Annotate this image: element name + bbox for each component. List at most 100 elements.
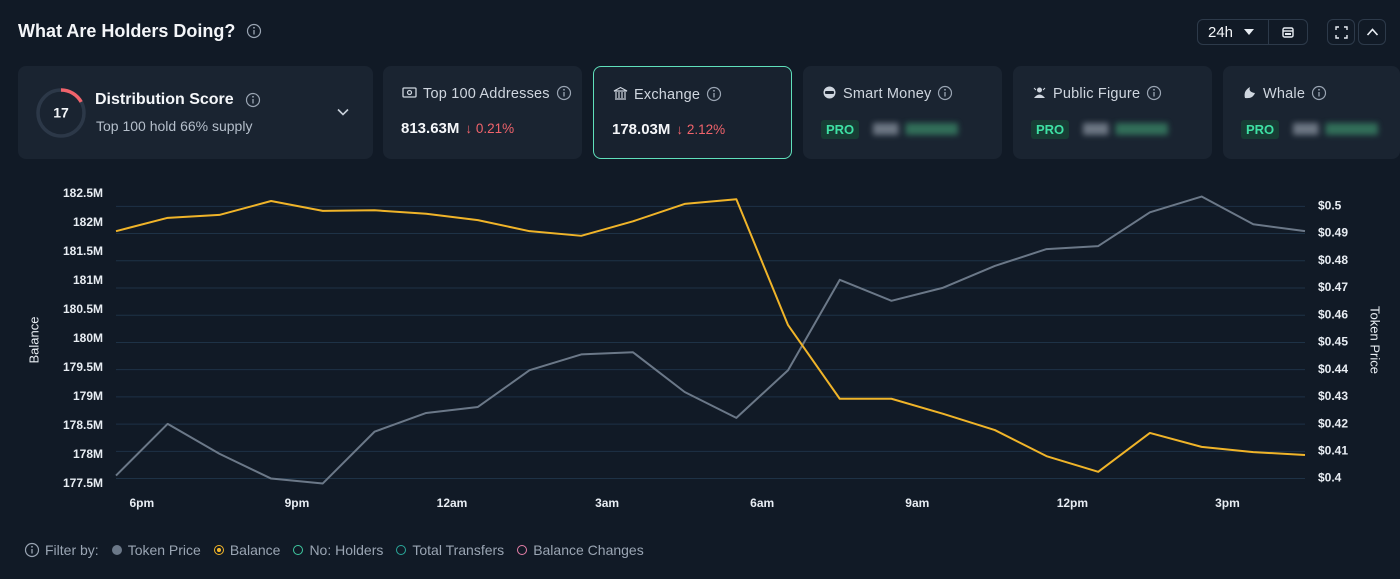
y2-tick-label: $0.48 [1318, 253, 1348, 267]
fullscreen-icon [1335, 26, 1348, 39]
x-tick-label: 3am [595, 496, 619, 510]
legend-item[interactable]: No: Holders [293, 542, 383, 558]
card-value: 178.03M ↓ 2.12% [612, 121, 726, 138]
card-change: ↓ 0.21% [465, 121, 515, 136]
card-title-text: Smart Money [843, 86, 932, 102]
legend-swatch [293, 545, 304, 555]
y2-tick-label: $0.4 [1318, 471, 1342, 485]
y-tick-label: 181.5M [63, 244, 103, 258]
pro-badge: PRO [1241, 120, 1280, 139]
panel-title: What Are Holders Doing? [18, 21, 262, 42]
distribution-subtitle: Top 100 hold 66% supply [96, 118, 253, 134]
legend-swatch [517, 545, 528, 555]
range-label[interactable]: 24h [1208, 24, 1234, 41]
card-value: 813.63M ↓ 0.21% [401, 120, 515, 137]
pro-badge: PRO [821, 120, 860, 139]
filter-label: Filter by: [45, 542, 99, 558]
calendar-icon[interactable] [1282, 26, 1294, 38]
info-icon[interactable] [1311, 85, 1327, 101]
title-text: What Are Holders Doing? [18, 21, 236, 41]
collapse-button[interactable] [1358, 19, 1386, 45]
card-title-text: Whale [1263, 86, 1306, 102]
card-change: ↓ 2.12% [676, 122, 726, 137]
info-icon[interactable] [1146, 85, 1162, 101]
x-tick-label: 12am [437, 496, 468, 510]
x-tick-label: 9pm [285, 496, 310, 510]
divider [1268, 20, 1269, 44]
line-series [115, 198, 1306, 473]
x-tick-label: 6am [750, 496, 774, 510]
card-icon [613, 86, 628, 100]
score-ring: 17 [36, 88, 86, 138]
y-tick-label: 180.5M [63, 302, 103, 316]
y2-tick-label: $0.44 [1318, 362, 1348, 376]
info-icon[interactable] [937, 85, 953, 101]
distribution-title: Distribution Score [95, 91, 234, 108]
card-title-text: Top 100 Addresses [423, 86, 550, 102]
card-title: Top 100 Addresses [423, 85, 572, 102]
y2-tick-label: $0.49 [1318, 226, 1348, 240]
y2-tick-label: $0.5 [1318, 199, 1342, 213]
expand-chevron[interactable] [337, 108, 349, 116]
metric-card[interactable]: Smart Money PRO [803, 66, 1002, 159]
blurred-value [1293, 123, 1378, 135]
y-tick-label: 182.5M [63, 186, 103, 200]
legend-swatch [111, 545, 122, 555]
card-title: Smart Money [843, 85, 953, 102]
y-tick-label: 179M [73, 389, 103, 403]
y-tick-label: 178M [73, 447, 103, 461]
card-icon [402, 87, 417, 98]
score-value: 17 [53, 105, 69, 121]
range-selector[interactable]: 24h [1197, 19, 1308, 45]
y-tick-label: 182M [73, 215, 103, 229]
y2-tick-label: $0.41 [1318, 444, 1348, 458]
blurred-value [873, 123, 958, 135]
legend-swatch [396, 545, 407, 555]
y2-tick-label: $0.43 [1318, 389, 1348, 403]
metric-card[interactable]: Whale PRO [1223, 66, 1400, 159]
filter-legend: Filter by: Token Price Balance No: Holders… [24, 542, 657, 558]
y-tick-label: 178.5M [63, 418, 103, 432]
y-tick-label: 177.5M [63, 476, 103, 490]
legend-item[interactable]: Balance [213, 542, 281, 558]
legend-label: Total Transfers [412, 542, 505, 558]
x-tick-label: 6pm [130, 496, 155, 510]
dropdown-arrow [1244, 29, 1254, 35]
info-icon[interactable] [246, 23, 262, 39]
info-icon [24, 542, 40, 558]
line-series [115, 195, 1306, 485]
fullscreen-button[interactable] [1327, 19, 1355, 45]
metric-card[interactable]: Exchange 178.03M ↓ 2.12% [593, 66, 792, 159]
legend-label: Token Price [127, 542, 201, 558]
legend-label: No: Holders [309, 542, 384, 558]
info-icon[interactable] [556, 85, 572, 101]
card-title: Exchange [634, 86, 722, 103]
y2-axis-title: Token Price [1368, 306, 1383, 374]
y-axis-title: Balance [26, 317, 41, 364]
legend-label: Balance [229, 542, 281, 558]
card-title-text: Public Figure [1053, 86, 1141, 102]
info-icon[interactable] [245, 92, 261, 108]
card-icon [1033, 87, 1046, 98]
y-tick-label: 179.5M [63, 360, 103, 374]
pro-badge: PRO [1031, 120, 1070, 139]
card-title: Whale [1263, 85, 1327, 102]
metric-card[interactable]: Top 100 Addresses 813.63M ↓ 0.21% [383, 66, 582, 159]
legend-item[interactable]: Total Transfers [396, 542, 504, 558]
metric-card[interactable]: Public Figure PRO [1013, 66, 1212, 159]
info-icon[interactable] [706, 86, 722, 102]
legend-item[interactable]: Balance Changes [517, 542, 644, 558]
y2-tick-label: $0.46 [1318, 307, 1348, 321]
legend-label: Balance Changes [533, 542, 644, 558]
y2-tick-label: $0.42 [1318, 416, 1348, 430]
blurred-value [1083, 123, 1168, 135]
legend-item[interactable]: Token Price [111, 542, 201, 558]
card-icon [1244, 87, 1255, 99]
score-arc [36, 88, 86, 138]
card-title: Public Figure [1053, 85, 1162, 102]
legend-swatch [213, 545, 224, 555]
distribution-card[interactable]: 17 Distribution Score Top 100 hold 66% s… [18, 66, 373, 159]
y-tick-label: 181M [73, 273, 103, 287]
